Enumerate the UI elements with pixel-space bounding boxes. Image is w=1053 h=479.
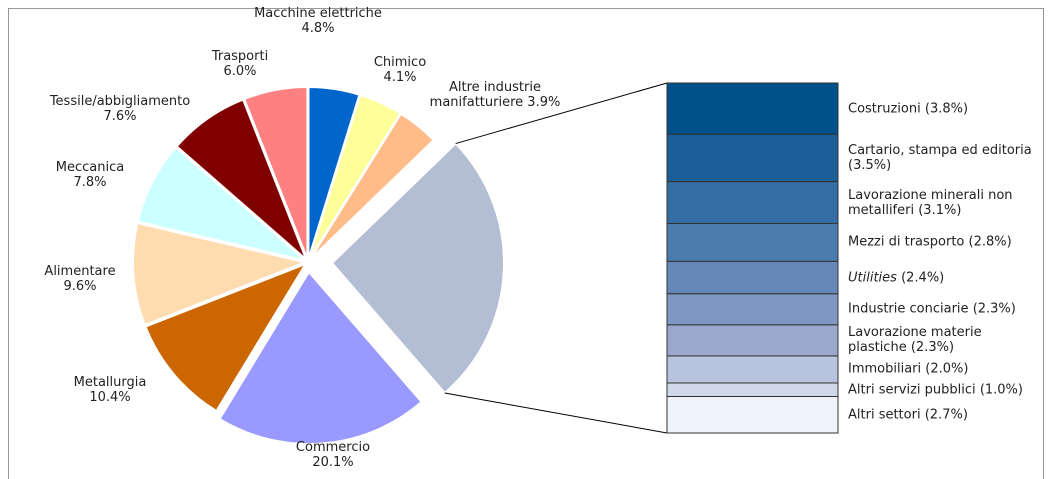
slice-label: Chimico 4.1%: [374, 55, 426, 85]
slice-value-label: 10.4%: [89, 390, 131, 405]
breakdown-value-label: (2.4%): [901, 270, 945, 286]
breakdown-name: Altri servizi pubblici: [848, 382, 976, 398]
slice-value-label: 3.9%: [527, 95, 561, 110]
breakdown-segment: [666, 260, 839, 295]
breakdown-label: Utilities (2.4%): [848, 270, 1038, 285]
breakdown-value-label: (3.5%): [848, 158, 892, 173]
breakdown-label: Lavorazione minerali non metalliferi (3.…: [848, 188, 1038, 218]
breakdown-segment: [666, 293, 839, 326]
slice-name: Commercio: [295, 440, 371, 455]
pie-slice: [218, 270, 424, 445]
pie-slice: [175, 98, 308, 261]
breakdown-name: Lavorazione materie plastiche: [848, 325, 982, 356]
pie-slice: [132, 221, 309, 327]
breakdown-value-label: (3.8%): [924, 101, 969, 117]
breakdown-segment: [666, 355, 839, 384]
breakdown-name: Altri settori: [848, 407, 921, 423]
breakdown-value-label: (1.0%): [979, 382, 1023, 398]
slice-name: Trasporti: [211, 49, 269, 64]
slice-label: Metallurgia 10.4%: [74, 375, 147, 405]
connector-line: [455, 82, 668, 145]
pie-slice: [330, 142, 505, 395]
breakdown-name: Lavorazione minerali non metalliferi: [848, 187, 1013, 218]
breakdown-name: Costruzioni: [848, 101, 921, 117]
slice-name: Tessile/abbigliamento: [49, 94, 191, 109]
breakdown-label: Altri settori (2.7%): [848, 407, 1038, 422]
breakdown-label: Immobiliari (2.0%): [848, 362, 1038, 377]
breakdown-name: Mezzi di trasporto: [848, 234, 965, 250]
breakdown-value-label: (2.7%): [924, 407, 968, 423]
connector-line: [444, 392, 668, 434]
breakdown-label: Cartario, stampa ed editoria (3.5%): [848, 143, 1038, 173]
slice-label: Tessile/abbigliamento 7.6%: [50, 94, 190, 124]
breakdown-value-label: (2.3%): [910, 340, 955, 356]
slice-name: Chimico: [373, 55, 427, 70]
slice-label: Trasporti 6.0%: [212, 49, 268, 79]
breakdown-name: Utilities: [848, 270, 897, 286]
pie-slice: [144, 261, 309, 413]
breakdown-name: Cartario, stampa ed editoria: [848, 143, 1032, 158]
breakdown-value-label: (2.0%): [925, 361, 969, 377]
breakdown-label: Mezzi di trasporto (2.8%): [848, 235, 1038, 250]
breakdown-name: Industrie conciarie: [848, 301, 969, 317]
slice-name: Altre industrie manifatturiere: [429, 80, 541, 110]
slice-value-label: 7.6%: [103, 109, 137, 124]
pie-slice: [242, 86, 309, 260]
slice-label: Alimentare 9.6%: [44, 264, 115, 294]
slice-name: Metallurgia: [73, 375, 147, 390]
breakdown-segment: [666, 133, 839, 183]
slice-value-label: 20.1%: [312, 455, 354, 470]
breakdown-segment: [666, 382, 839, 398]
breakdown-value-label: (2.3%): [972, 301, 1016, 317]
slice-value-label: 7.8%: [73, 175, 107, 190]
breakdown-name: Immobiliari: [848, 361, 922, 377]
slice-label: Commercio 20.1%: [296, 440, 370, 470]
breakdown-segment: [666, 82, 839, 135]
breakdown-label: Lavorazione materie plastiche (2.3%): [848, 325, 1038, 355]
pie-slice: [309, 112, 436, 261]
slice-label: Macchine elettriche 4.8%: [254, 6, 382, 36]
breakdown-value-label: (3.1%): [918, 202, 962, 218]
breakdown-label: Industrie conciarie (2.3%): [848, 302, 1038, 317]
breakdown-label: Costruzioni (3.8%): [848, 101, 1038, 116]
slice-value-label: 9.6%: [63, 279, 97, 294]
slice-name: Alimentare: [44, 264, 116, 279]
breakdown-value-label: (2.8%): [968, 234, 1012, 250]
slice-value-label: 6.0%: [223, 64, 257, 79]
breakdown-segment: [666, 181, 839, 225]
pie-slice: [136, 146, 306, 262]
breakdown-segment: [666, 223, 839, 262]
slice-value-label: 4.8%: [301, 21, 335, 36]
breakdown-segment: [666, 324, 839, 357]
slice-name: Macchine elettriche: [254, 6, 382, 21]
slice-name: Meccanica: [55, 160, 125, 175]
breakdown-label: Altri servizi pubblici (1.0%): [848, 382, 1038, 397]
slice-label: Altre industrie manifatturiere 3.9%: [420, 80, 570, 110]
slice-value-label: 4.1%: [383, 70, 417, 85]
breakdown-segment: [666, 396, 839, 434]
slice-label: Meccanica 7.8%: [56, 160, 124, 190]
frame: [8, 8, 1044, 479]
